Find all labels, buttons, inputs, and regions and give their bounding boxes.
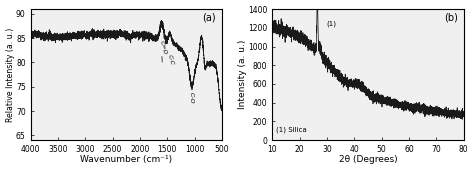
X-axis label: 2θ (Degrees): 2θ (Degrees) — [338, 155, 397, 164]
Text: (1) Silica: (1) Silica — [276, 126, 307, 133]
Text: C-O: C-O — [189, 92, 194, 104]
Text: C=O: C=O — [159, 40, 167, 55]
Y-axis label: Relative Intensity (a. u.): Relative Intensity (a. u.) — [6, 28, 15, 122]
Text: (b): (b) — [444, 13, 458, 23]
Y-axis label: Intensity (a. u.): Intensity (a. u.) — [237, 40, 246, 109]
Text: C-C: C-C — [167, 54, 174, 66]
Text: (1): (1) — [327, 21, 337, 27]
X-axis label: Wavenumber (cm⁻¹): Wavenumber (cm⁻¹) — [80, 155, 173, 164]
Text: (a): (a) — [202, 13, 216, 23]
